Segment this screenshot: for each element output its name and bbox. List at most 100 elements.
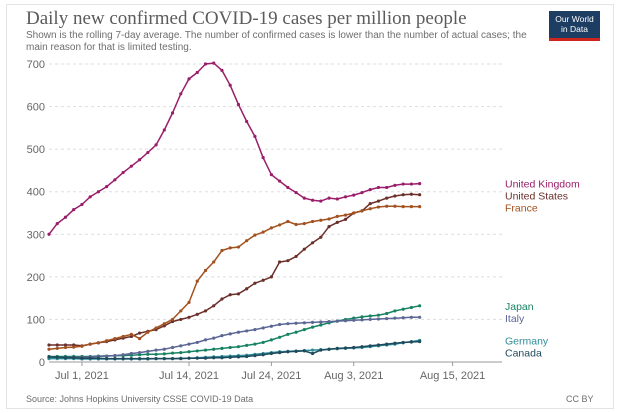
data-point-canada[interactable] — [302, 349, 306, 353]
data-point-japan[interactable] — [253, 342, 257, 346]
data-point-canada[interactable] — [195, 356, 199, 360]
data-point-japan[interactable] — [187, 350, 191, 354]
data-point-italy[interactable] — [121, 353, 125, 357]
data-point-france[interactable] — [409, 205, 413, 209]
data-point-japan[interactable] — [294, 330, 298, 334]
data-point-united-kingdom[interactable] — [146, 150, 150, 155]
data-point-united-kingdom[interactable] — [261, 156, 265, 160]
license-link[interactable]: CC BY — [566, 394, 594, 404]
data-point-italy[interactable] — [294, 321, 298, 325]
data-point-france[interactable] — [63, 345, 68, 350]
data-point-japan[interactable] — [170, 351, 175, 355]
data-point-canada[interactable] — [310, 351, 315, 356]
data-point-italy[interactable] — [335, 319, 339, 323]
series-line-canada[interactable] — [48, 340, 420, 360]
data-point-japan[interactable] — [376, 313, 381, 317]
data-point-italy[interactable] — [162, 347, 166, 351]
data-point-united-kingdom[interactable] — [129, 164, 133, 168]
data-point-united-kingdom[interactable] — [63, 215, 68, 219]
data-point-united-states[interactable] — [47, 343, 51, 347]
data-point-japan[interactable] — [310, 325, 315, 329]
data-point-italy[interactable] — [146, 349, 150, 353]
data-point-italy[interactable] — [245, 329, 249, 333]
data-point-canada[interactable] — [278, 351, 282, 355]
data-point-france[interactable] — [220, 248, 224, 253]
data-point-united-kingdom[interactable] — [343, 195, 348, 199]
data-point-italy[interactable] — [261, 326, 265, 330]
data-point-canada[interactable] — [352, 345, 356, 350]
data-point-japan[interactable] — [179, 351, 183, 355]
data-point-france[interactable] — [310, 219, 315, 224]
data-point-united-states[interactable] — [327, 225, 331, 229]
data-point-united-kingdom[interactable] — [236, 102, 241, 107]
data-point-france[interactable] — [72, 345, 76, 349]
data-point-canada[interactable] — [319, 348, 323, 352]
data-point-japan[interactable] — [409, 305, 413, 310]
data-point-japan[interactable] — [146, 352, 150, 356]
data-point-italy[interactable] — [343, 319, 348, 323]
data-point-japan[interactable] — [418, 304, 422, 308]
data-point-italy[interactable] — [302, 321, 306, 325]
data-point-france[interactable] — [179, 309, 183, 313]
data-point-united-kingdom[interactable] — [418, 182, 422, 186]
data-point-canada[interactable] — [113, 356, 117, 361]
data-point-japan[interactable] — [269, 338, 273, 342]
series-label-canada[interactable]: Canada — [505, 347, 542, 359]
data-point-italy[interactable] — [105, 354, 109, 358]
data-point-france[interactable] — [302, 222, 306, 226]
data-point-united-kingdom[interactable] — [368, 187, 372, 192]
data-point-united-states[interactable] — [294, 254, 298, 259]
data-point-united-kingdom[interactable] — [319, 199, 323, 203]
data-point-canada[interactable] — [401, 340, 405, 345]
data-point-united-states[interactable] — [195, 312, 199, 316]
series-label-united-kingdom[interactable]: United Kingdom — [505, 179, 580, 191]
data-point-france[interactable] — [385, 204, 389, 208]
data-point-italy[interactable] — [154, 348, 158, 352]
data-point-united-kingdom[interactable] — [228, 83, 232, 87]
data-point-canada[interactable] — [261, 353, 265, 357]
data-point-united-states[interactable] — [245, 287, 249, 291]
data-point-canada[interactable] — [121, 356, 125, 361]
data-point-canada[interactable] — [393, 341, 397, 345]
data-point-united-kingdom[interactable] — [212, 61, 216, 65]
data-point-italy[interactable] — [310, 320, 315, 325]
data-point-canada[interactable] — [88, 356, 92, 360]
data-point-united-kingdom[interactable] — [335, 197, 339, 201]
data-point-france[interactable] — [228, 246, 232, 250]
data-point-canada[interactable] — [96, 356, 101, 360]
data-point-japan[interactable] — [228, 345, 232, 350]
data-point-france[interactable] — [154, 326, 158, 330]
series-line-united-states[interactable] — [49, 193, 420, 347]
data-point-italy[interactable] — [253, 328, 257, 332]
data-point-france[interactable] — [55, 346, 59, 350]
data-point-canada[interactable] — [376, 343, 381, 347]
data-point-united-kingdom[interactable] — [195, 70, 199, 75]
data-point-canada[interactable] — [80, 356, 84, 360]
series-line-italy[interactable] — [49, 316, 420, 359]
data-point-italy[interactable] — [393, 316, 397, 320]
data-point-united-kingdom[interactable] — [113, 178, 117, 182]
data-point-united-states[interactable] — [261, 278, 265, 282]
data-point-japan[interactable] — [278, 335, 282, 339]
data-point-united-states[interactable] — [220, 297, 224, 301]
data-point-italy[interactable] — [138, 351, 142, 355]
data-point-united-states[interactable] — [385, 196, 389, 200]
data-point-united-kingdom[interactable] — [393, 183, 397, 187]
data-point-germany[interactable] — [310, 348, 315, 352]
data-point-united-kingdom[interactable] — [203, 62, 208, 66]
data-point-canada[interactable] — [154, 356, 158, 361]
data-point-united-kingdom[interactable] — [138, 158, 142, 162]
data-point-united-states[interactable] — [179, 317, 183, 322]
data-point-canada[interactable] — [146, 356, 150, 361]
data-point-italy[interactable] — [220, 334, 224, 338]
data-point-united-kingdom[interactable] — [302, 196, 306, 200]
data-point-united-kingdom[interactable] — [294, 190, 298, 195]
data-point-france[interactable] — [278, 223, 282, 227]
data-point-france[interactable] — [418, 205, 422, 209]
data-point-france[interactable] — [236, 245, 241, 249]
data-point-united-kingdom[interactable] — [360, 190, 364, 195]
data-point-france[interactable] — [286, 219, 290, 224]
data-point-japan[interactable] — [401, 307, 405, 311]
data-point-france[interactable] — [327, 217, 331, 221]
data-point-japan[interactable] — [360, 315, 364, 319]
